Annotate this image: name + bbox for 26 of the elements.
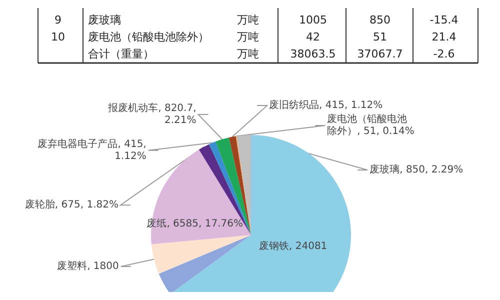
text: 38063.5: [290, 48, 336, 60]
text: 10: [51, 30, 65, 44]
text: 万吨: [237, 14, 259, 26]
text: 37067.7: [357, 48, 403, 60]
slice-label: 废弃电器电子产品, 415, 1.12%: [38, 138, 146, 162]
slice-label: 废电池（铅酸电池除外）, 51, 0.14%: [327, 113, 414, 138]
text: 合计（重量）: [88, 48, 154, 60]
slice-label: 废旧纺织品, 415, 1.12%: [269, 99, 383, 112]
text: 850: [370, 14, 390, 26]
text: 万吨: [237, 48, 259, 60]
text: 1005: [299, 14, 327, 26]
slice-label: 废钢铁, 24081: [259, 240, 328, 252]
text: 万吨: [237, 30, 259, 44]
slice-label: 报废机动车, 820.7, 2.21%: [107, 102, 196, 126]
text: 废电池（铅酸电池除外）: [88, 30, 209, 44]
text: 42: [306, 30, 320, 44]
text: 废玻璃: [88, 14, 121, 26]
slice-label: 废纸, 6585, 17.76%: [146, 217, 243, 230]
slice-label: 废玻璃, 850, 2.29%: [370, 164, 464, 176]
text: 21.4: [432, 30, 456, 44]
text: -15.4: [430, 14, 458, 26]
text: -2.6: [433, 48, 455, 60]
text: 51: [373, 30, 387, 44]
slice-label: 废塑料, 1800: [57, 260, 119, 272]
slice-label: 废轮胎, 675, 1.82%: [24, 198, 118, 211]
text: 9: [54, 14, 62, 26]
